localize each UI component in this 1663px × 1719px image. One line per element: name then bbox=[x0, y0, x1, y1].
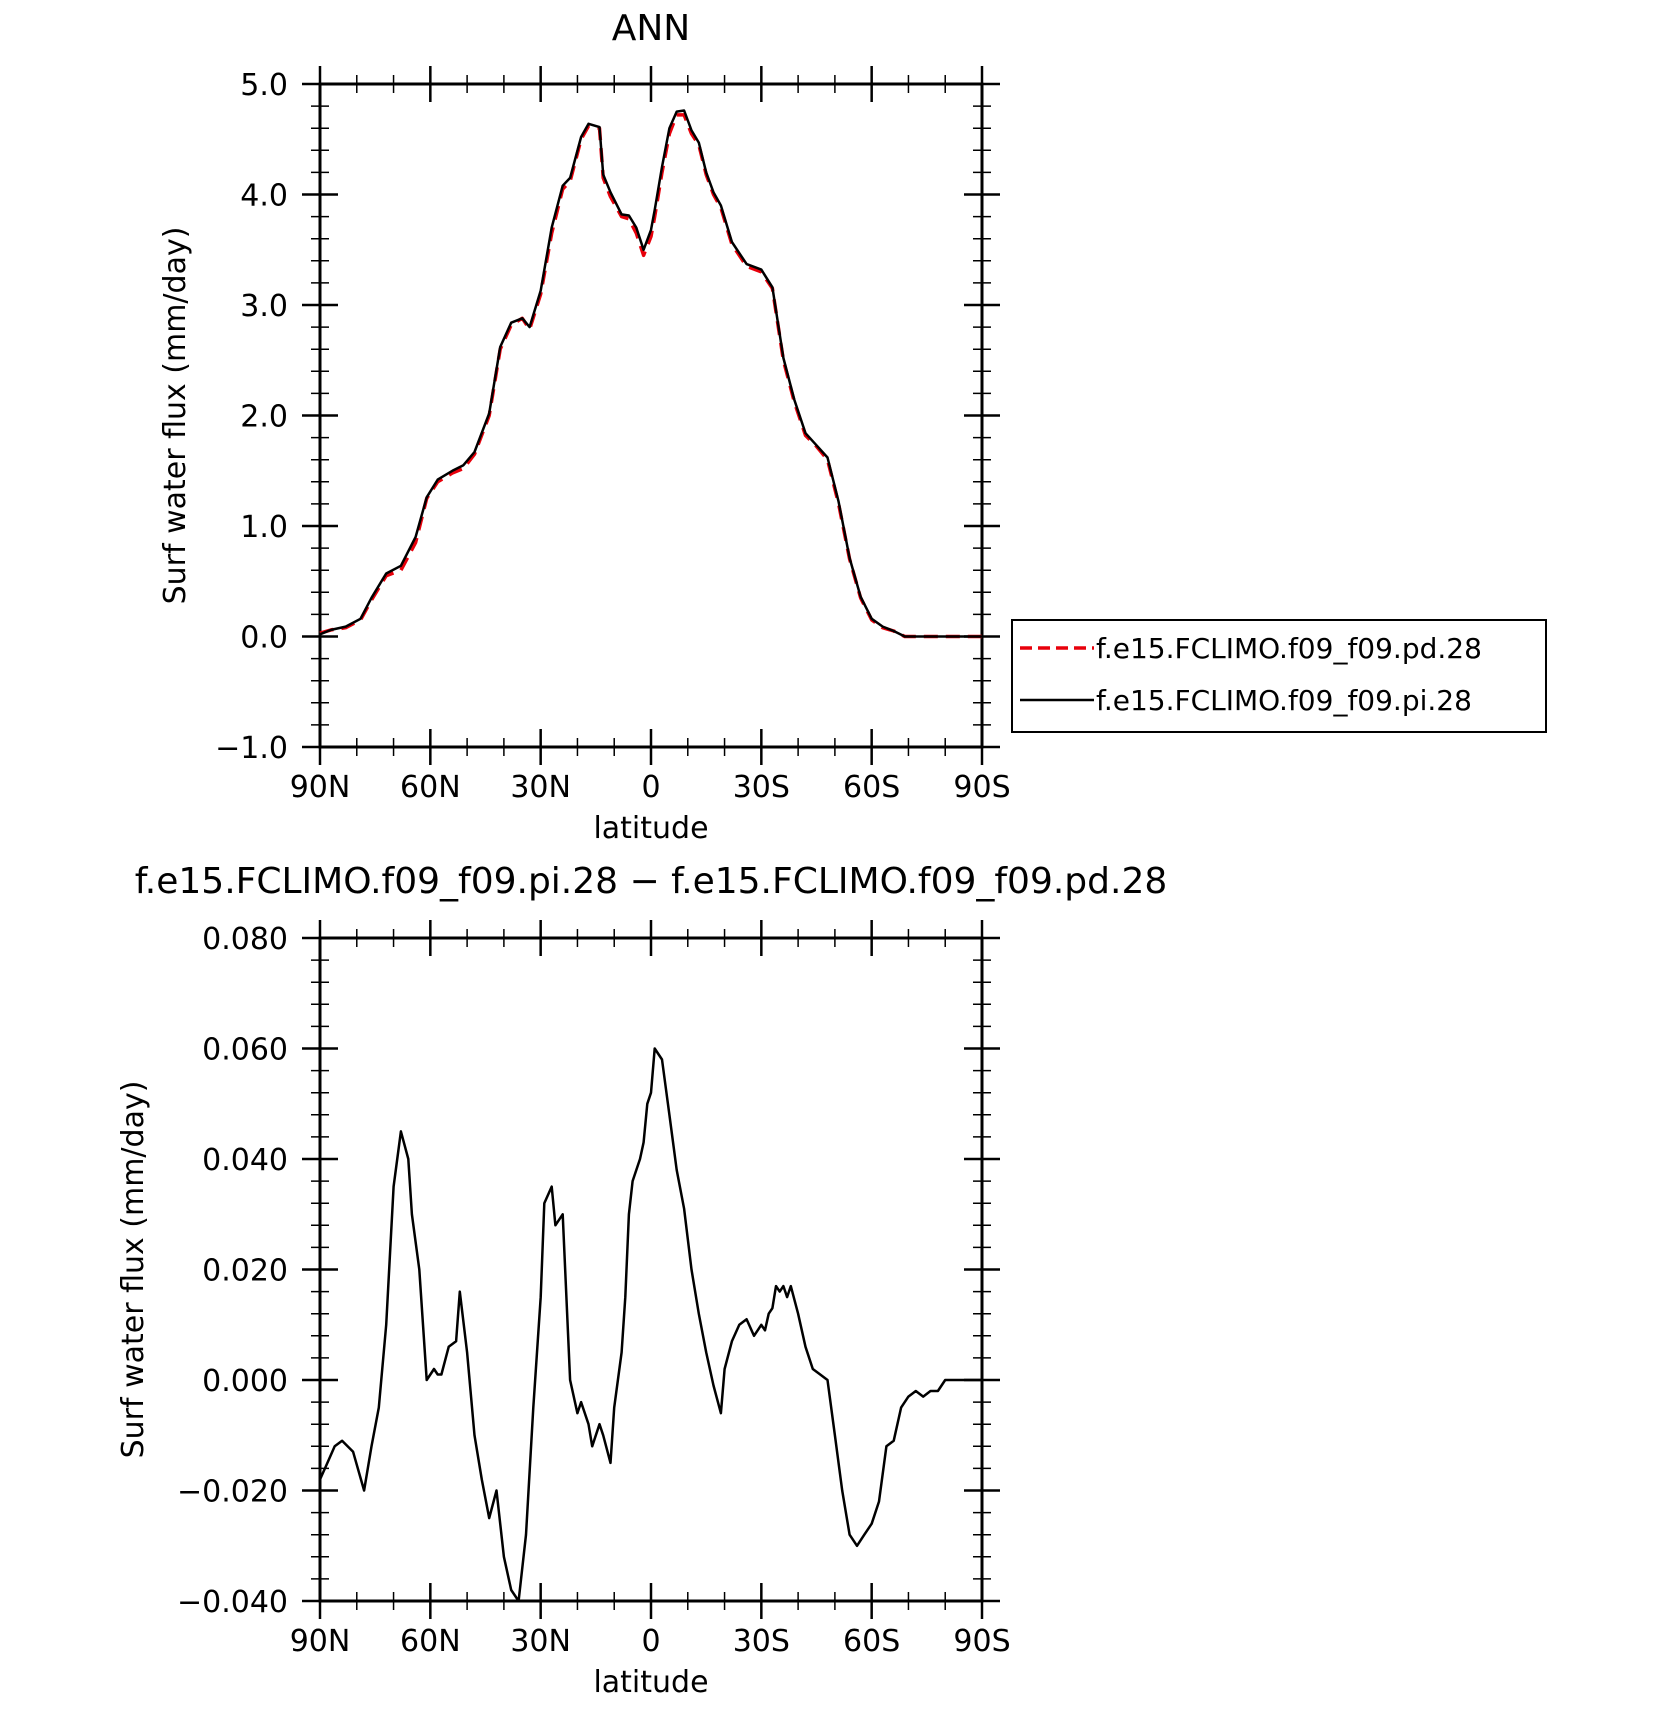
y-tick-label: −0.040 bbox=[177, 1585, 288, 1620]
y-tick-label: 4.0 bbox=[240, 179, 288, 214]
legend: f.e15.FCLIMO.f09_f09.pd.28 f.e15.FCLIMO.f… bbox=[1011, 619, 1547, 733]
x-tick-label: 30S bbox=[733, 1624, 790, 1659]
x-tick-label: 90N bbox=[290, 1624, 351, 1659]
legend-box bbox=[1011, 619, 1547, 733]
y-tick-label: 0.020 bbox=[202, 1254, 288, 1289]
x-tick-label: 30N bbox=[510, 770, 571, 805]
series-line-2 bbox=[319, 109, 982, 638]
x-tick-label: 60N bbox=[400, 1624, 461, 1659]
y-tick-label: 0.040 bbox=[202, 1143, 288, 1178]
y-tick-label: −1.0 bbox=[215, 731, 288, 766]
series-line-1 bbox=[319, 113, 982, 639]
y-tick-label: 3.0 bbox=[240, 289, 288, 324]
y-tick-label: 5.0 bbox=[240, 68, 288, 103]
chart-panel-1: −1.0 0.0 1.0 2.0 3.0 4.0 5.0 90N 60N 30N 0 30S 60S 90… bbox=[158, 8, 1547, 846]
x-tick-label: 30S bbox=[733, 770, 790, 805]
chart-title: f.e15.FCLIMO.f09_f09.pi.28 − f.e15.FCLIM… bbox=[135, 861, 1168, 902]
y-axis-title: Surf water flux (mm/day) bbox=[158, 227, 193, 605]
x-axis-title: latitude bbox=[593, 1665, 708, 1700]
chart-panel-2: −0.040 −0.020 0.000 0.020 0.040 0.060 0.080 90N… bbox=[116, 861, 1167, 1700]
y-tick-label: 1.0 bbox=[240, 510, 288, 545]
y-tick-label: 0.060 bbox=[202, 1033, 288, 1068]
x-tick-label: 90S bbox=[953, 1624, 1010, 1659]
y-tick-label: 0.0 bbox=[240, 621, 288, 656]
series-line-1 bbox=[318, 1047, 982, 1603]
x-tick-label: 60S bbox=[843, 1624, 900, 1659]
x-tick-label: 60S bbox=[843, 770, 900, 805]
y-axis-title: Surf water flux (mm/day) bbox=[116, 1081, 151, 1459]
x-tick-label: 0 bbox=[641, 1624, 660, 1659]
x-tick-label: 60N bbox=[400, 770, 461, 805]
chart-title: ANN bbox=[612, 8, 691, 49]
legend-label: f.e15.FCLIMO.f09_f09.pd.28 bbox=[1096, 632, 1482, 665]
plot-frame bbox=[318, 82, 984, 749]
y-tick-label: 2.0 bbox=[240, 400, 288, 435]
y-tick-label: 0.000 bbox=[202, 1364, 288, 1399]
x-tick-label: 90S bbox=[953, 770, 1010, 805]
x-tick-label: 30N bbox=[510, 1624, 571, 1659]
x-axis-title: latitude bbox=[593, 811, 708, 846]
y-tick-label: 0.080 bbox=[202, 922, 288, 957]
y-tick-label: −0.020 bbox=[177, 1475, 288, 1510]
x-tick-label: 90N bbox=[290, 770, 351, 805]
legend-label: f.e15.FCLIMO.f09_f09.pi.28 bbox=[1096, 684, 1472, 717]
x-tick-label: 0 bbox=[641, 770, 660, 805]
